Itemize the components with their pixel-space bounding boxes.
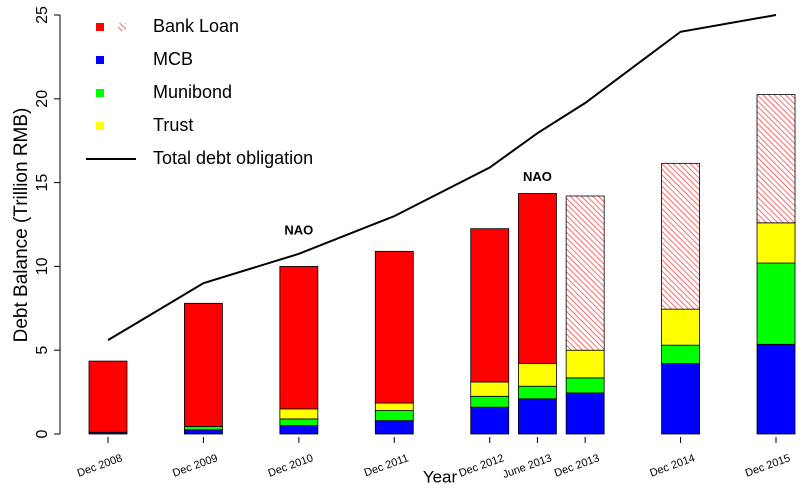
bar-segment — [279, 408, 319, 420]
legend-marker-hatched — [118, 23, 126, 31]
x-tick-label: Dec 2011 — [363, 452, 411, 479]
bar-segment — [374, 420, 414, 435]
bar-segment — [374, 410, 414, 421]
annotation: NAO — [523, 169, 552, 184]
x-tick-label: June 2013 — [501, 452, 553, 481]
bar-segment — [470, 228, 510, 383]
bar-segment — [279, 265, 319, 410]
bar-segment — [756, 94, 796, 224]
bar-segment — [565, 392, 605, 435]
legend-label: Trust — [153, 115, 193, 135]
bar-segment — [756, 222, 796, 264]
x-tick-label: Dec 2012 — [457, 452, 505, 479]
bar-segment — [374, 250, 414, 404]
bar-segment — [374, 402, 414, 411]
y-tick-label: 10 — [34, 257, 51, 275]
legend-label: MCB — [153, 49, 193, 69]
bar-segment — [470, 406, 510, 435]
bar-segment — [565, 349, 605, 379]
bar-segment — [88, 360, 128, 433]
bar-segment — [279, 425, 319, 435]
legend-label: Total debt obligation — [153, 148, 313, 168]
x-tick-label: Dec 2010 — [267, 452, 315, 479]
bar-segment — [518, 363, 557, 387]
x-tick-label: Dec 2008 — [76, 452, 124, 479]
annotation: NAO — [284, 223, 313, 238]
bar-segment — [518, 398, 557, 435]
legend-marker — [96, 122, 104, 130]
line — [107, 14, 777, 342]
y-tick-label: 0 — [34, 429, 51, 438]
bar-segment — [565, 377, 605, 394]
bar-segment — [661, 363, 700, 435]
bar-segment — [661, 162, 700, 310]
bar-segment — [756, 343, 796, 435]
x-tick-label: Dec 2014 — [648, 452, 696, 479]
bar-segment — [565, 195, 605, 351]
bar-segment — [184, 426, 223, 431]
bar-segment — [756, 262, 796, 345]
bar-segment — [661, 344, 700, 365]
x-tick-label: Dec 2015 — [744, 452, 792, 479]
y-axis-label: Debt Balance (Trillion RMB) — [11, 108, 32, 343]
bar-segment — [279, 418, 319, 427]
x-tick-label: Dec 2013 — [553, 452, 601, 479]
legend-label: Bank Loan — [153, 16, 239, 36]
legend-label: Munibond — [153, 82, 232, 102]
bar-segment — [661, 308, 700, 346]
y-tick-label: 20 — [34, 90, 51, 108]
legend-marker — [96, 23, 104, 31]
bar-segment — [470, 395, 510, 408]
legend-marker — [96, 89, 104, 97]
x-tick-label: Dec 2009 — [171, 452, 219, 479]
y-tick-label: 5 — [34, 346, 51, 355]
bar-segment — [184, 302, 223, 427]
legend-marker — [96, 56, 104, 64]
bar-segment — [184, 429, 223, 435]
bar-segment — [518, 385, 557, 400]
bar-segment — [470, 381, 510, 397]
y-tick-label: 25 — [34, 6, 51, 24]
x-axis-label: Year — [423, 467, 458, 486]
y-tick-label: 15 — [34, 174, 51, 192]
bar-segment — [518, 193, 557, 365]
